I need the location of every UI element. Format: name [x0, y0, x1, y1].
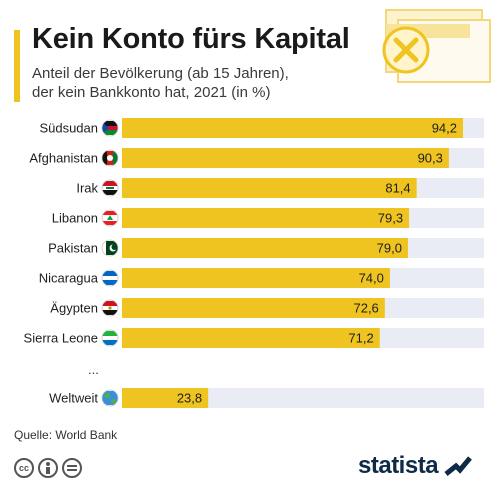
bar [122, 178, 417, 198]
subtitle-line-1: Anteil der Bevölkerung (ab 15 Jahren), [32, 65, 289, 82]
statista-logo: statista [358, 452, 472, 480]
category-label: Nicaragua [39, 271, 99, 286]
cc-icon: cc [14, 458, 34, 478]
bar [122, 328, 380, 348]
title-accent-bar [14, 30, 20, 102]
lebanon-flag-icon [101, 209, 119, 227]
nd-icon [62, 458, 82, 478]
sierra-leone-flag-icon [101, 329, 119, 347]
chart-subtitle: Anteil der Bevölkerung (ab 15 Jahren), d… [32, 64, 352, 102]
value-label: 79,0 [377, 241, 402, 256]
subtitle-line-2: der kein Bankkonto hat, 2021 (in %) [32, 84, 271, 101]
pakistan-flag-icon [101, 239, 119, 257]
iraq-flag-icon [101, 179, 119, 197]
globe-icon [101, 389, 119, 407]
bar [122, 118, 464, 138]
source-note: Quelle: World Bank [14, 428, 118, 442]
afghanistan-flag-icon [101, 149, 119, 167]
value-label: 90,3 [418, 151, 443, 166]
nicaragua-flag-icon [101, 269, 119, 287]
category-label: Weltweit [49, 391, 98, 406]
category-label: Afghanistan [29, 151, 98, 166]
brand-name: statista [358, 452, 439, 479]
bar-chart: Südsudan 94,2 Afghanistan 90,3 Irak 81,4 Liban… [24, 118, 484, 408]
category-label: Südsudan [39, 121, 98, 136]
bar-track [122, 388, 484, 408]
category-label: Libanon [52, 211, 98, 226]
bar [122, 388, 209, 408]
value-label: 94,2 [432, 121, 457, 136]
omitted-rows-ellipsis: ... [88, 362, 99, 377]
bar [122, 238, 408, 258]
by-icon [38, 458, 58, 478]
license-icons: cc [14, 458, 82, 482]
value-label: 23,8 [177, 391, 202, 406]
no-bank-card-icon [382, 9, 491, 83]
category-label: Pakistan [48, 241, 98, 256]
value-label: 74,0 [359, 271, 384, 286]
bar [122, 298, 385, 318]
category-label: Sierra Leone [24, 331, 98, 346]
statista-logo-icon [444, 456, 472, 476]
category-label: Irak [76, 181, 98, 196]
bar [122, 268, 390, 288]
value-label: 71,2 [348, 331, 373, 346]
value-label: 81,4 [385, 181, 410, 196]
value-label: 72,6 [353, 301, 378, 316]
chart-title: Kein Konto fürs Kapital [32, 23, 350, 55]
bar [122, 148, 449, 168]
south-sudan-flag-icon [101, 119, 119, 137]
egypt-flag-icon [101, 299, 119, 317]
category-label: Ägypten [50, 301, 98, 316]
bar [122, 208, 410, 228]
value-label: 79,3 [378, 211, 403, 226]
